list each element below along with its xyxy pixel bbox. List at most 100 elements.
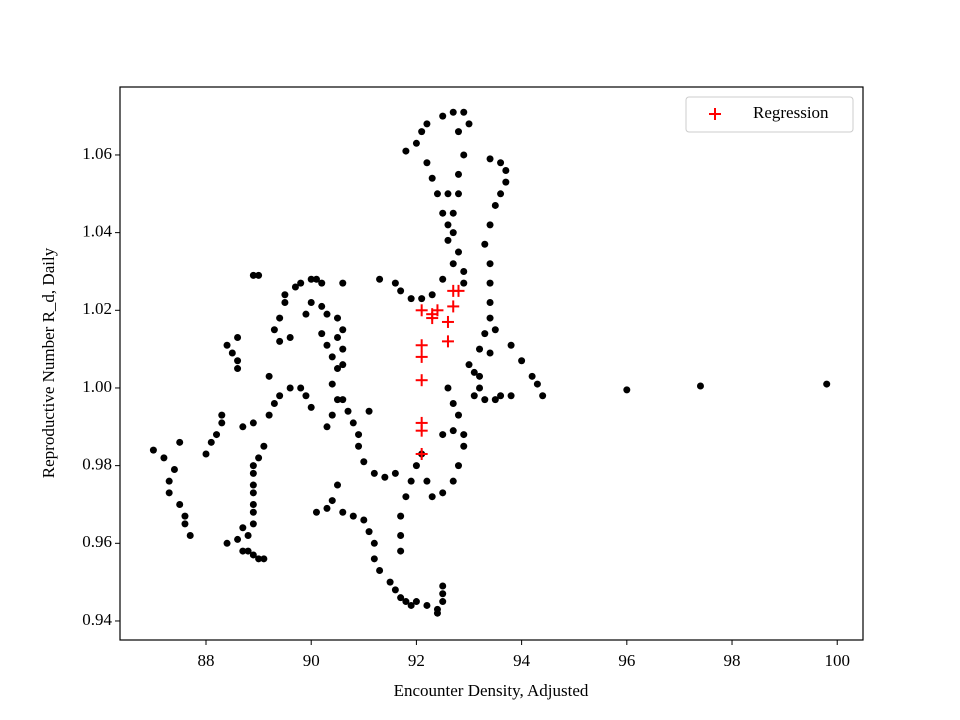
point: [339, 508, 347, 516]
point: [370, 555, 378, 563]
point: [449, 399, 457, 407]
point: [402, 598, 410, 606]
point: [307, 275, 315, 283]
point: [207, 438, 215, 446]
point: [402, 147, 410, 155]
point: [476, 345, 484, 353]
point: [439, 275, 447, 283]
point: [176, 500, 184, 508]
point: [454, 248, 462, 256]
point: [486, 314, 494, 322]
point: [470, 392, 478, 400]
point: [312, 275, 320, 283]
point: [465, 361, 473, 369]
point: [255, 271, 263, 279]
y-tick-label: 0.96: [82, 532, 112, 551]
point: [518, 357, 526, 365]
point: [449, 427, 457, 435]
point: [444, 221, 452, 229]
point: [415, 304, 428, 317]
point: [415, 350, 428, 363]
point: [486, 155, 494, 163]
point: [249, 481, 257, 489]
y-tick-label: 0.98: [82, 455, 112, 474]
point: [460, 431, 468, 439]
point: [307, 403, 315, 411]
point: [165, 489, 173, 497]
point: [397, 547, 405, 555]
point: [507, 341, 515, 349]
point: [234, 365, 242, 373]
point: [270, 326, 278, 334]
point: [370, 469, 378, 477]
point: [328, 411, 336, 419]
point: [439, 431, 447, 439]
point: [376, 275, 384, 283]
point: [823, 380, 831, 388]
point: [696, 382, 704, 390]
point: [423, 120, 431, 128]
point: [449, 108, 457, 116]
point: [223, 341, 231, 349]
point: [334, 481, 342, 489]
point: [444, 236, 452, 244]
point: [486, 221, 494, 229]
point: [423, 477, 431, 485]
point: [223, 539, 231, 547]
plot-frame: [119, 86, 864, 641]
y-tick-label: 1.00: [82, 377, 112, 396]
point: [623, 386, 631, 394]
point: [339, 279, 347, 287]
point: [218, 419, 226, 427]
point: [249, 508, 257, 516]
legend-box: [685, 96, 854, 133]
point: [355, 431, 363, 439]
point: [470, 368, 478, 376]
point: [186, 532, 194, 540]
point: [428, 174, 436, 182]
point: [249, 520, 257, 528]
point: [234, 357, 242, 365]
point: [149, 446, 157, 454]
point: [307, 299, 315, 307]
point: [391, 586, 399, 594]
point: [433, 190, 441, 198]
point: [239, 423, 247, 431]
point: [339, 326, 347, 334]
point: [497, 159, 505, 167]
point: [449, 229, 457, 237]
point: [433, 609, 441, 617]
point: [444, 384, 452, 392]
point: [276, 337, 284, 345]
point: [328, 497, 336, 505]
point: [291, 283, 299, 291]
point: [234, 333, 242, 341]
point: [454, 411, 462, 419]
point: [328, 353, 336, 361]
point: [213, 431, 221, 439]
point: [355, 442, 363, 450]
point: [360, 516, 368, 524]
point: [334, 396, 342, 404]
point: [397, 594, 405, 602]
point: [486, 349, 494, 357]
y-tick-label: 1.02: [82, 299, 112, 318]
point: [412, 462, 420, 470]
point: [386, 578, 394, 586]
point: [428, 291, 436, 299]
point: [249, 551, 257, 559]
point: [170, 466, 178, 474]
point: [349, 419, 357, 427]
point: [444, 190, 452, 198]
point: [391, 469, 399, 477]
point: [418, 295, 426, 303]
point: [281, 299, 289, 307]
point: [502, 178, 510, 186]
point: [407, 477, 415, 485]
point: [439, 590, 447, 598]
point: [312, 508, 320, 516]
x-tick-label: 94: [513, 651, 531, 670]
y-tick-label: 0.94: [82, 610, 112, 629]
point: [165, 477, 173, 485]
